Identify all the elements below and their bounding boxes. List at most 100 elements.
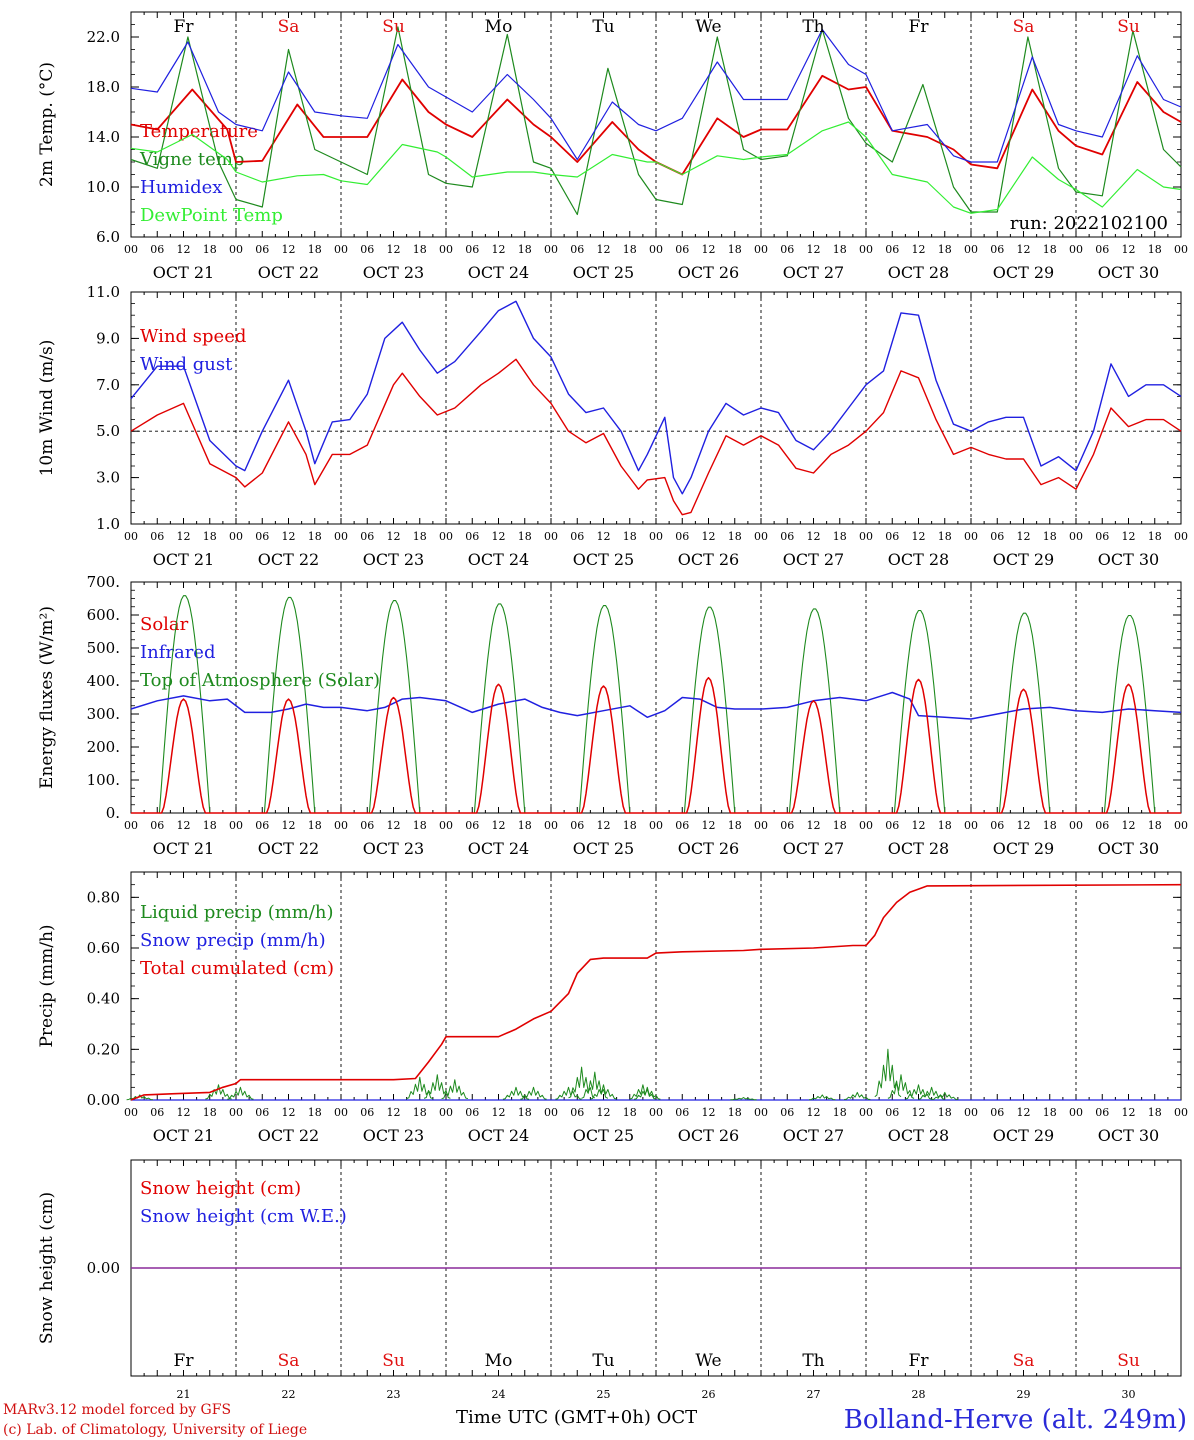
day-number: 21 xyxy=(177,1388,191,1401)
hour-label: 06 xyxy=(990,530,1004,543)
hour-label: 00 xyxy=(754,819,768,832)
y-tick-label: 0.80 xyxy=(87,888,120,906)
hour-label: 18 xyxy=(518,243,532,256)
hour-label: 00 xyxy=(334,819,348,832)
hour-label: 00 xyxy=(124,530,138,543)
hour-label: 00 xyxy=(544,530,558,543)
liquid-precip-burst xyxy=(874,1048,902,1098)
day-name: We xyxy=(695,17,721,37)
liquid-precip-burst xyxy=(730,1097,757,1101)
hour-label: 00 xyxy=(649,243,663,256)
hour-label: 00 xyxy=(1174,530,1188,543)
hour-label: 00 xyxy=(859,1106,873,1119)
hour-label: 12 xyxy=(597,530,611,543)
station-name: Bolland-Herve (alt. 249m) xyxy=(844,1405,1187,1435)
y-tick-label: 0.40 xyxy=(87,990,120,1008)
hour-label: 00 xyxy=(124,819,138,832)
liquid-precip-burst xyxy=(634,1086,661,1100)
hour-label: 18 xyxy=(728,530,742,543)
hour-label: 18 xyxy=(938,819,952,832)
hour-label: 18 xyxy=(308,530,322,543)
hour-label: 18 xyxy=(623,530,637,543)
hour-label: 06 xyxy=(990,1106,1004,1119)
hour-label: 12 xyxy=(597,819,611,832)
date-label: OCT 21 xyxy=(153,550,214,569)
hour-label: 12 xyxy=(1017,819,1031,832)
day-number: 29 xyxy=(1017,1388,1031,1401)
day-name: We xyxy=(695,1351,721,1371)
liquid-precip-burst xyxy=(629,1084,657,1100)
y-tick-label: 0.60 xyxy=(87,939,120,957)
hour-label: 00 xyxy=(544,1106,558,1119)
hour-label: 18 xyxy=(833,243,847,256)
date-label: OCT 25 xyxy=(573,1126,634,1145)
footer: MARv3.12 model forced by GFS (c) Lab. of… xyxy=(3,1402,1187,1438)
legend-entry: Snow height (cm) xyxy=(140,1178,301,1199)
hour-label: 06 xyxy=(1095,819,1109,832)
liquid-precip-burst xyxy=(931,1091,958,1100)
date-label: OCT 28 xyxy=(888,839,949,858)
date-label: OCT 30 xyxy=(1098,550,1159,569)
hour-label: 00 xyxy=(229,819,243,832)
date-label: OCT 29 xyxy=(993,839,1054,858)
y-tick-label: 500. xyxy=(87,639,120,657)
hour-label: 00 xyxy=(964,819,978,832)
hour-label: 00 xyxy=(229,1106,243,1119)
hour-label: 12 xyxy=(282,530,296,543)
hour-label: 00 xyxy=(229,243,243,256)
hour-label: 12 xyxy=(1122,243,1136,256)
day-name: Sa xyxy=(278,17,300,37)
y-tick-label: 0.00 xyxy=(87,1259,120,1277)
hour-label: 12 xyxy=(912,530,926,543)
hour-label: 12 xyxy=(912,1106,926,1119)
liquid-precip-burst xyxy=(205,1084,232,1100)
date-label: OCT 26 xyxy=(678,839,739,858)
hour-label: 12 xyxy=(597,243,611,256)
y-tick-label: 7.0 xyxy=(96,376,120,394)
hour-label: 00 xyxy=(439,1106,453,1119)
hour-label: 12 xyxy=(387,1106,401,1119)
hour-label: 06 xyxy=(465,819,479,832)
y-tick-label: 10.0 xyxy=(87,178,120,196)
liquid-precip-burst xyxy=(590,1084,617,1100)
credit-line-2: (c) Lab. of Climatology, University of L… xyxy=(3,1422,307,1438)
panel-2: 1.0 3.0 5.0 7.0 9.0 11.0 10m Wind (m/s) 00 06 12 1… xyxy=(37,283,1188,569)
hour-label: 06 xyxy=(1095,530,1109,543)
date-label: OCT 27 xyxy=(783,550,844,569)
hour-label: 18 xyxy=(1148,819,1162,832)
legend-entry: Liquid precip (mm/h) xyxy=(140,902,334,923)
y-axis-title: 10m Wind (m/s) xyxy=(37,340,57,477)
liquid-precip-burst xyxy=(520,1086,547,1100)
hour-label: 06 xyxy=(360,819,374,832)
hour-label: 18 xyxy=(203,243,217,256)
hour-label: 06 xyxy=(570,1106,584,1119)
hour-label: 06 xyxy=(570,530,584,543)
hour-label: 12 xyxy=(702,819,716,832)
legend-entry: Wind speed xyxy=(140,326,246,347)
hour-label: 12 xyxy=(1017,243,1031,256)
day-name: Mo xyxy=(485,17,513,37)
y-tick-label: 1.0 xyxy=(96,515,120,533)
date-label: OCT 25 xyxy=(573,263,634,282)
hour-label: 06 xyxy=(255,819,269,832)
legend-entry: Total cumulated (cm) xyxy=(140,958,334,979)
hour-label: 06 xyxy=(360,530,374,543)
legend-entry: Snow precip (mm/h) xyxy=(140,930,326,951)
hour-label: 00 xyxy=(439,819,453,832)
hour-label: 18 xyxy=(833,1106,847,1119)
hour-label: 06 xyxy=(675,530,689,543)
hour-label: 12 xyxy=(597,1106,611,1119)
day-name: Th xyxy=(802,1351,824,1371)
hour-label: 12 xyxy=(387,243,401,256)
hour-label: 00 xyxy=(1174,819,1188,832)
hour-label: 00 xyxy=(334,1106,348,1119)
date-label: OCT 25 xyxy=(573,550,634,569)
date-label: OCT 26 xyxy=(678,1126,739,1145)
day-name: Su xyxy=(1117,17,1140,37)
hour-label: 00 xyxy=(649,1106,663,1119)
legend-entry: Snow height (cm W.E.) xyxy=(140,1206,347,1227)
hour-label: 12 xyxy=(177,530,191,543)
legend-entry: Solar xyxy=(140,614,189,635)
hour-label: 00 xyxy=(964,530,978,543)
hour-label: 12 xyxy=(807,1106,821,1119)
